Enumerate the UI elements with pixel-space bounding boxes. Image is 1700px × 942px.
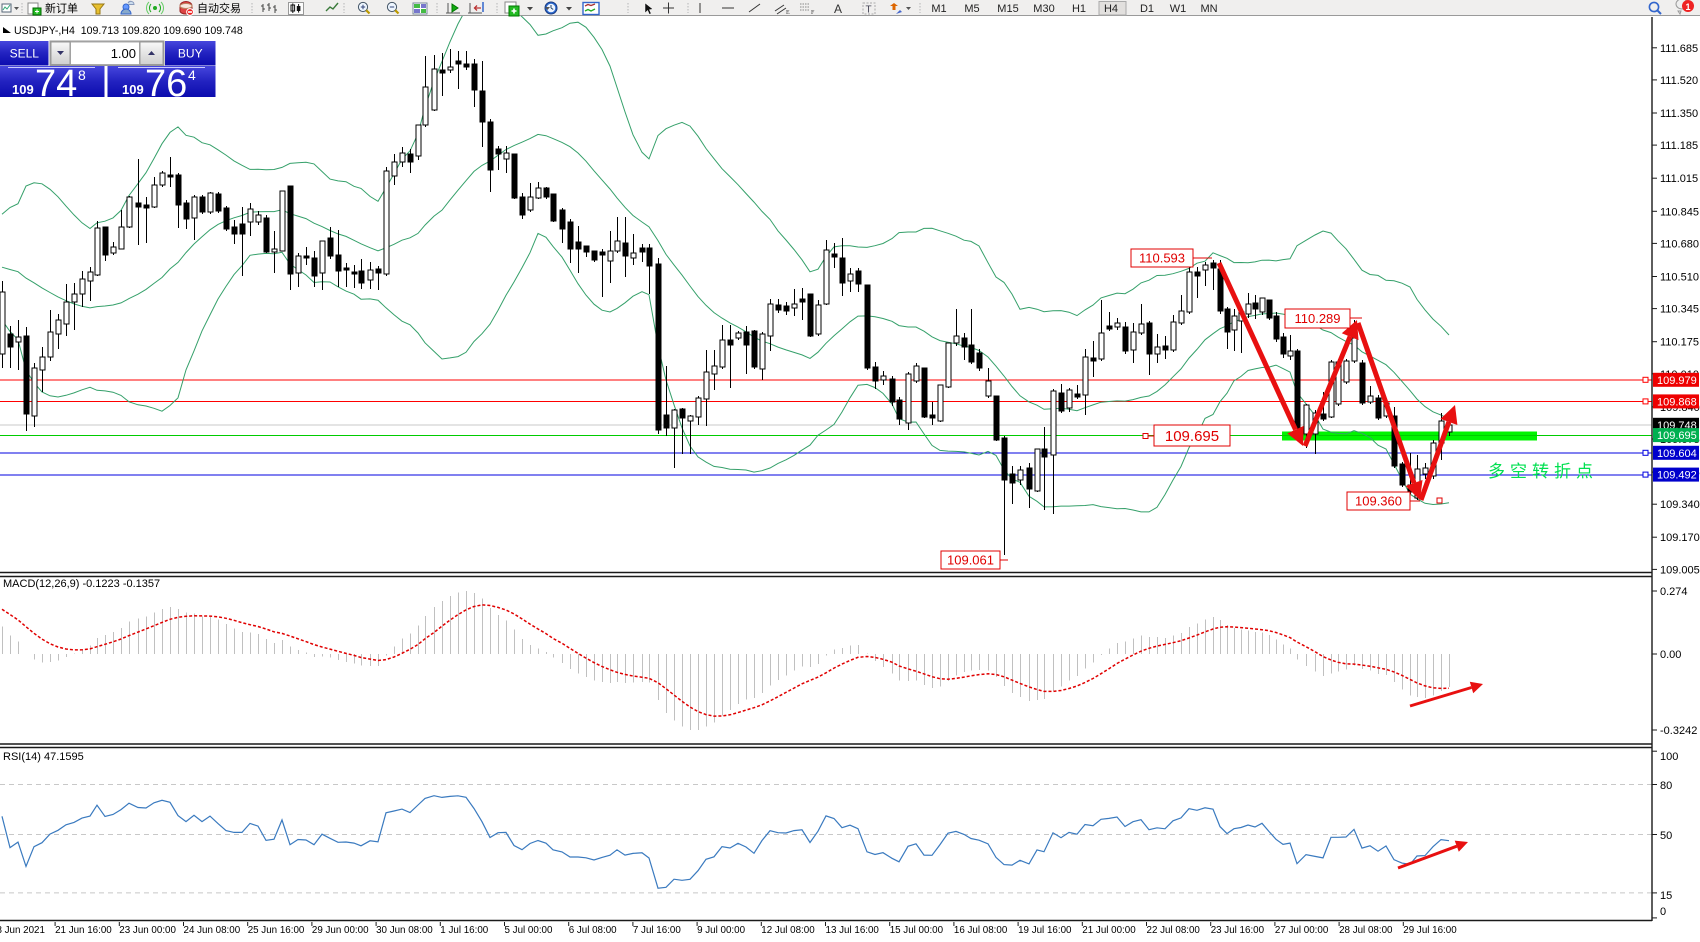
svg-text:28 Jul 08:00: 28 Jul 08:00 (1339, 925, 1393, 936)
svg-text:74: 74 (35, 63, 77, 105)
svg-text:109.695: 109.695 (1165, 428, 1219, 445)
svg-text:MACD(12,26,9) -0.1223 -0.1357: MACD(12,26,9) -0.1223 -0.1357 (3, 578, 160, 590)
svg-text:109.005: 109.005 (1660, 564, 1700, 576)
svg-text:4: 4 (188, 67, 196, 83)
svg-text:110.175: 110.175 (1660, 337, 1699, 349)
svg-text:15: 15 (1660, 890, 1672, 902)
svg-text:111.350: 111.350 (1660, 108, 1698, 120)
svg-text:1: 1 (1685, 2, 1690, 12)
svg-text:21 Jun 16:00: 21 Jun 16:00 (55, 925, 112, 936)
svg-text:新订单: 新订单 (45, 1, 78, 15)
svg-text:109.604: 109.604 (1657, 448, 1697, 460)
svg-text:109: 109 (12, 82, 34, 97)
svg-text:多空转折点: 多空转折点 (1488, 462, 1598, 481)
svg-text:T: T (866, 5, 872, 16)
svg-text:SELL: SELL (10, 47, 40, 61)
svg-text:109.360: 109.360 (1355, 494, 1402, 509)
svg-text:30 Jun 08:00: 30 Jun 08:00 (376, 925, 433, 936)
svg-text:-0.3242: -0.3242 (1660, 725, 1697, 737)
svg-text:110.593: 110.593 (1139, 251, 1185, 266)
svg-text:25 Jun 16:00: 25 Jun 16:00 (248, 925, 305, 936)
svg-text:110.345: 110.345 (1660, 304, 1699, 316)
svg-text:M5: M5 (964, 3, 979, 15)
svg-text:16 Jul 08:00: 16 Jul 08:00 (954, 925, 1008, 936)
svg-text:22 Jul 08:00: 22 Jul 08:00 (1147, 925, 1201, 936)
svg-text:24 Jun 08:00: 24 Jun 08:00 (184, 925, 241, 936)
svg-text:110.845: 110.845 (1660, 206, 1699, 218)
svg-text:D1: D1 (1140, 3, 1154, 15)
svg-text:M15: M15 (997, 3, 1018, 15)
svg-text:21 Jul 00:00: 21 Jul 00:00 (1082, 925, 1136, 936)
svg-text:111.520: 111.520 (1660, 75, 1698, 87)
svg-text:50: 50 (1660, 830, 1672, 842)
svg-text:111.185: 111.185 (1660, 140, 1698, 152)
svg-text:109.979: 109.979 (1657, 375, 1697, 387)
svg-text:6 Jul 08:00: 6 Jul 08:00 (569, 925, 617, 936)
svg-text:RSI(14) 47.1595: RSI(14) 47.1595 (3, 751, 84, 763)
svg-text:109.695: 109.695 (1657, 430, 1697, 442)
svg-text:100: 100 (1660, 751, 1678, 763)
svg-text:109.061: 109.061 (947, 553, 994, 568)
svg-text:110.680: 110.680 (1660, 238, 1699, 250)
svg-text:1 Jul 16:00: 1 Jul 16:00 (440, 925, 488, 936)
svg-text:MN: MN (1200, 3, 1217, 15)
svg-text:0.00: 0.00 (1660, 649, 1681, 661)
svg-text:5 Jul 00:00: 5 Jul 00:00 (505, 925, 553, 936)
svg-text:自动交易: 自动交易 (197, 1, 241, 15)
svg-text:110.289: 110.289 (1294, 311, 1340, 326)
svg-text:USDJPY-,H4 109.713 109.820 10: USDJPY-,H4 109.713 109.820 109.690 109.7… (14, 25, 243, 37)
svg-text:18 Jun 2021: 18 Jun 2021 (0, 925, 45, 936)
svg-text:109: 109 (122, 82, 144, 97)
svg-text:110.510: 110.510 (1660, 272, 1699, 284)
svg-text:111.685: 111.685 (1660, 43, 1698, 55)
svg-text:23 Jun 00:00: 23 Jun 00:00 (119, 925, 176, 936)
svg-text:109.492: 109.492 (1657, 470, 1697, 482)
svg-text:F: F (811, 10, 815, 16)
svg-text:1.00: 1.00 (111, 46, 136, 61)
svg-text:12 Jul 08:00: 12 Jul 08:00 (761, 925, 815, 936)
svg-text:M1: M1 (931, 3, 946, 15)
svg-text:H1: H1 (1072, 3, 1086, 15)
svg-text:BUY: BUY (178, 47, 203, 61)
svg-text:7 Jul 16:00: 7 Jul 16:00 (633, 925, 681, 936)
svg-text:0: 0 (1660, 906, 1666, 918)
svg-text:M30: M30 (1033, 3, 1054, 15)
svg-text:23 Jul 16:00: 23 Jul 16:00 (1211, 925, 1265, 936)
svg-text:27 Jul 00:00: 27 Jul 00:00 (1275, 925, 1329, 936)
svg-text:109.170: 109.170 (1660, 532, 1700, 544)
svg-text:8: 8 (78, 67, 86, 83)
svg-text:29 Jun 00:00: 29 Jun 00:00 (312, 925, 369, 936)
svg-text:13 Jul 16:00: 13 Jul 16:00 (826, 925, 880, 936)
svg-text:9 Jul 00:00: 9 Jul 00:00 (697, 925, 745, 936)
svg-text:111.015: 111.015 (1660, 173, 1698, 185)
svg-text:H4: H4 (1104, 3, 1118, 15)
svg-text:76: 76 (145, 63, 187, 105)
svg-text:A: A (834, 2, 842, 16)
svg-text:19 Jul 16:00: 19 Jul 16:00 (1018, 925, 1072, 936)
svg-text:109.868: 109.868 (1657, 396, 1697, 408)
svg-text:W1: W1 (1170, 3, 1187, 15)
svg-text:0.274: 0.274 (1660, 586, 1688, 598)
svg-text:80: 80 (1660, 780, 1672, 792)
svg-text:29 Jul 16:00: 29 Jul 16:00 (1403, 925, 1457, 936)
svg-text:E: E (786, 10, 790, 16)
svg-text:15 Jul 00:00: 15 Jul 00:00 (890, 925, 944, 936)
svg-text:109.340: 109.340 (1660, 499, 1700, 511)
